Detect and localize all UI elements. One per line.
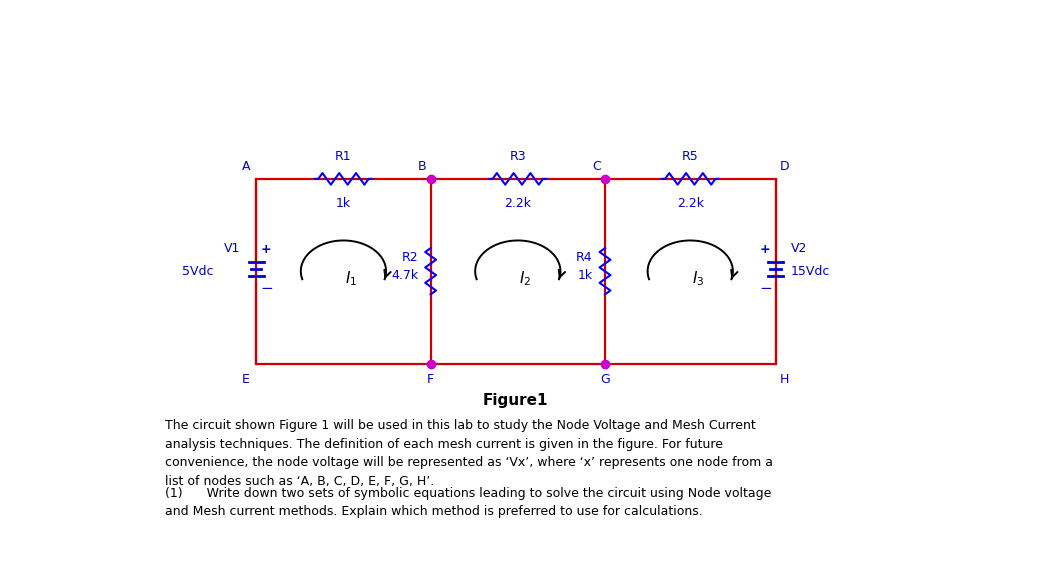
Text: The circuit shown Figure 1 will be used in this lab to study the Node Voltage an: The circuit shown Figure 1 will be used … — [165, 419, 772, 488]
Text: $I_3$: $I_3$ — [692, 270, 705, 288]
Text: H: H — [780, 373, 789, 386]
Text: 15Vdc: 15Vdc — [791, 265, 831, 278]
Text: 5Vdc: 5Vdc — [182, 265, 214, 278]
Text: R4: R4 — [576, 251, 592, 264]
Text: B: B — [418, 160, 426, 172]
Text: A: A — [241, 160, 250, 172]
Text: R5: R5 — [681, 151, 698, 163]
Text: F: F — [427, 373, 434, 386]
Text: (1)      Write down two sets of symbolic equations leading to solve the circuit : (1) Write down two sets of symbolic equa… — [165, 487, 771, 519]
Text: V2: V2 — [791, 242, 807, 254]
Text: +: + — [760, 243, 770, 256]
Text: +: + — [261, 243, 272, 256]
Text: 1k: 1k — [578, 269, 592, 281]
Text: V1: V1 — [224, 242, 241, 254]
Text: E: E — [242, 373, 250, 386]
Text: D: D — [780, 160, 789, 172]
Text: R1: R1 — [335, 151, 351, 163]
Text: 4.7k: 4.7k — [391, 269, 418, 281]
Text: 2.2k: 2.2k — [505, 197, 531, 210]
Text: −: − — [759, 281, 771, 296]
Text: $I_1$: $I_1$ — [345, 270, 358, 288]
Text: R3: R3 — [510, 151, 526, 163]
Text: C: C — [592, 160, 601, 172]
Text: $I_2$: $I_2$ — [519, 270, 532, 288]
Text: 2.2k: 2.2k — [677, 197, 704, 210]
Text: Figure1: Figure1 — [484, 393, 549, 408]
Text: −: − — [260, 281, 273, 296]
Text: G: G — [600, 373, 609, 386]
Text: 1k: 1k — [335, 197, 351, 210]
Text: R2: R2 — [402, 251, 418, 264]
